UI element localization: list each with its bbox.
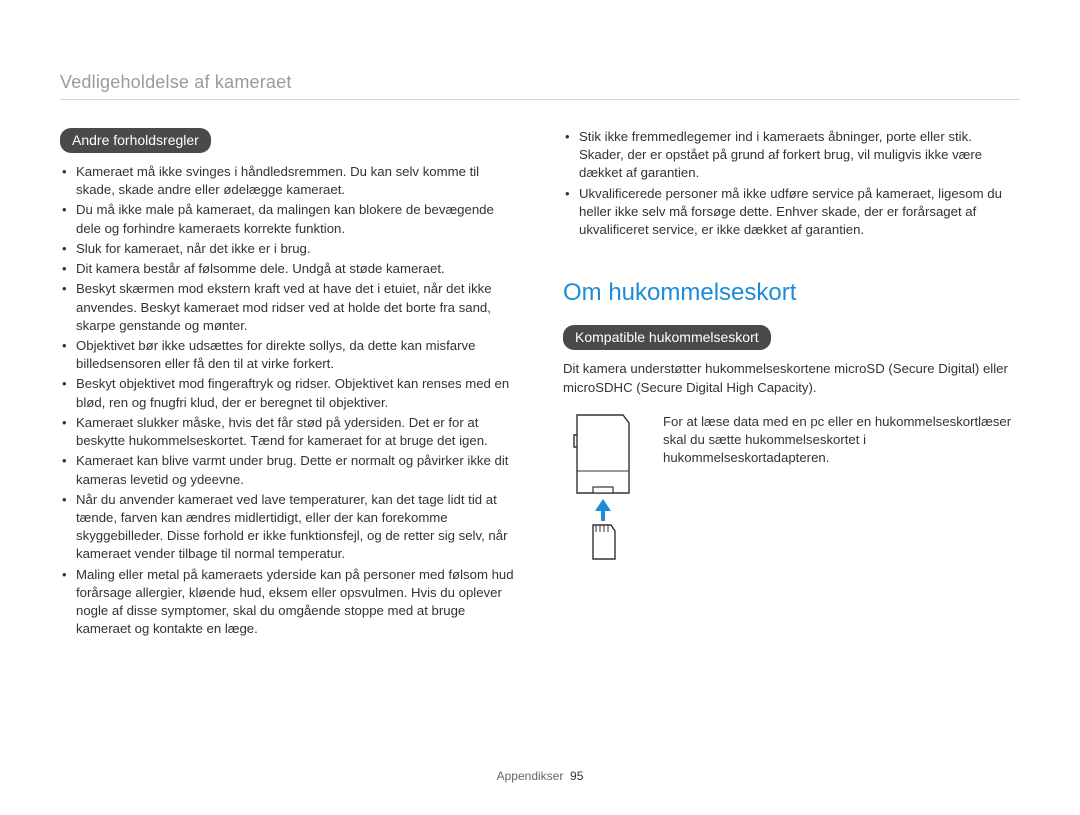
sd-card-icon (563, 413, 643, 563)
list-item: Når du anvender kameraet ved lave temper… (60, 491, 517, 564)
section-title-memory-cards: Om hukommelseskort (563, 279, 1020, 307)
manual-page: Vedligeholdelse af kameraet Andre forhol… (0, 0, 1080, 815)
page-footer: Appendikser 95 (0, 769, 1080, 783)
list-item: Maling eller metal på kameraets yderside… (60, 566, 517, 639)
pill-other-precautions: Andre forholdsregler (60, 128, 211, 153)
sd-adapter-figure (563, 413, 643, 563)
list-item: Kameraet kan blive varmt under brug. Det… (60, 452, 517, 488)
list-item: Dit kamera består af følsomme dele. Undg… (60, 260, 517, 278)
precautions-list-continued: Stik ikke fremmedlegemer ind i kameraets… (563, 128, 1020, 239)
adapter-instruction-text: For at læse data med en pc eller en huko… (663, 413, 1020, 468)
list-item: Objektivet bør ikke udsættes for direkte… (60, 337, 517, 373)
pill-compatible-cards: Kompatible hukommelseskort (563, 325, 771, 350)
list-item: Sluk for kameraet, når det ikke er i bru… (60, 240, 517, 258)
right-column: Stik ikke fremmedlegemer ind i kameraets… (563, 128, 1020, 656)
list-item: Kameraet slukker måske, hvis det får stø… (60, 414, 517, 450)
adapter-figure-row: For at læse data med en pc eller en huko… (563, 413, 1020, 563)
list-item: Du må ikke male på kameraet, da malingen… (60, 201, 517, 237)
footer-section-label: Appendikser (497, 769, 564, 783)
list-item: Kameraet må ikke svinges i håndledsremme… (60, 163, 517, 199)
left-column: Andre forholdsregler Kameraet må ikke sv… (60, 128, 517, 656)
list-item: Beskyt skærmen mod ekstern kraft ved at … (60, 280, 517, 335)
precautions-list: Kameraet må ikke svinges i håndledsremme… (60, 163, 517, 638)
page-header: Vedligeholdelse af kameraet (60, 72, 1020, 100)
compat-text: Dit kamera understøtter hukommelseskorte… (563, 360, 1020, 396)
list-item: Beskyt objektivet mod fingeraftryk og ri… (60, 375, 517, 411)
footer-page-number: 95 (570, 769, 583, 783)
list-item: Stik ikke fremmedlegemer ind i kameraets… (563, 128, 1020, 183)
two-column-layout: Andre forholdsregler Kameraet må ikke sv… (60, 128, 1020, 656)
list-item: Ukvalificerede personer må ikke udføre s… (563, 185, 1020, 240)
